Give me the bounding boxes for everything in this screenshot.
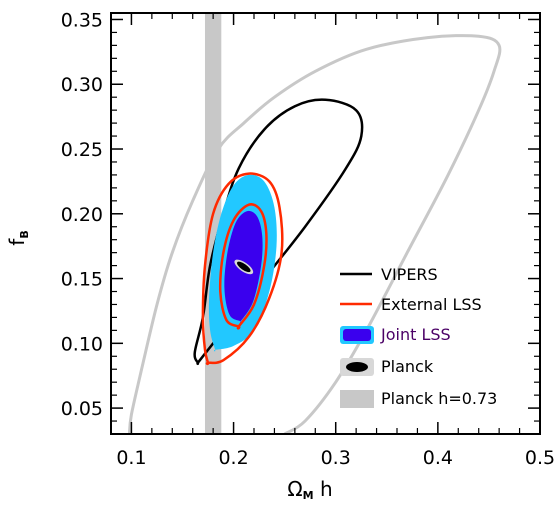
x-ticks: 0.1 0.2 0.3 0.4 0.5 (110, 13, 555, 469)
legend-label-planck: Planck (381, 357, 434, 376)
x-tick-label: 0.4 (423, 447, 453, 469)
plot-frame (110, 12, 541, 435)
legend: VIPERS External LSS Joint LSS Planck Pla… (340, 265, 497, 408)
legend-swatch-joint-lss-inner (343, 329, 371, 341)
y-tick-label: 0.10 (61, 333, 103, 355)
x-tick-label: 0.5 (525, 447, 555, 469)
y-tick-label: 0.15 (61, 269, 103, 291)
y-ticks: 0.05 0.10 0.15 0.20 0.25 0.30 0.35 (61, 9, 540, 422)
legend-label-vipers: VIPERS (381, 265, 438, 284)
legend-swatch-planck-inner (346, 362, 368, 372)
x-tick-label: 0.2 (218, 447, 248, 469)
y-tick-label: 0.20 (61, 204, 103, 226)
legend-label-planck-h073: Planck h=0.73 (381, 389, 497, 408)
contour-outer-grey (127, 34, 502, 434)
plot-content (127, 13, 502, 434)
contour-external-lss-inner (218, 203, 268, 330)
y-tick-label: 0.25 (61, 139, 103, 161)
legend-label-external-lss: External LSS (381, 295, 482, 314)
y-tick-label: 0.05 (61, 398, 103, 420)
legend-swatch-planck-h073 (340, 390, 374, 408)
contour-planck-inner (237, 261, 251, 273)
x-axis-title: ΩM h (287, 477, 332, 502)
contour-external-lss-outer (201, 172, 284, 366)
x-tick-label: 0.3 (321, 447, 351, 469)
legend-label-joint-lss: Joint LSS (380, 325, 451, 344)
y-tick-label: 0.35 (61, 9, 103, 31)
y-tick-label: 0.30 (61, 74, 103, 96)
x-tick-label: 0.1 (116, 447, 146, 469)
y-axis-title: fB (5, 230, 31, 245)
